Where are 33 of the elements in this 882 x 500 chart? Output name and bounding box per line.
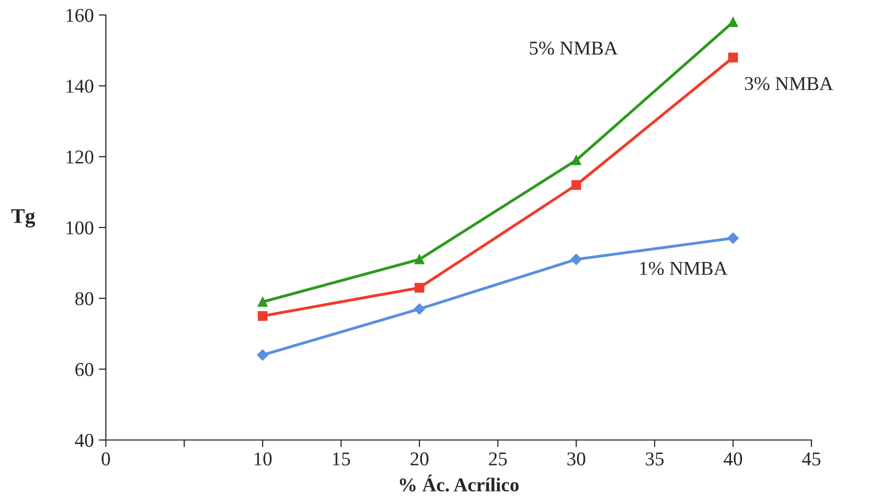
x-tick-label: 20	[410, 452, 428, 466]
y-tick-label: 140	[66, 80, 94, 93]
text: 5% NMBA	[530, 42, 618, 55]
x-tick-label: 25	[488, 452, 507, 466]
y-tick-label: 120	[66, 150, 94, 164]
point	[258, 311, 268, 321]
series-label: 3% NMBA	[745, 77, 834, 90]
x-axis-title: % Ác. Acrílico	[400, 474, 519, 492]
y-tick-label: 80	[75, 292, 94, 306]
point	[414, 303, 426, 315]
y-tick-label: 160	[66, 8, 94, 22]
x-tick-label: 40	[724, 452, 742, 466]
point	[414, 282, 424, 293]
x-tick-label: 45	[802, 452, 820, 466]
point	[570, 254, 582, 265]
x-tick-label: 35	[646, 452, 664, 466]
x-tick-label: 0	[102, 452, 110, 466]
point	[258, 297, 268, 307]
x-tick-label: 10	[254, 452, 272, 466]
y-tick-label: 60	[75, 362, 94, 376]
x-tick-label: 30	[567, 452, 586, 466]
point	[414, 254, 424, 264]
series-label: 1% NMBA	[640, 262, 728, 275]
point	[571, 155, 582, 166]
y-axis-title: Tg	[11, 209, 36, 228]
point	[257, 349, 268, 361]
point	[727, 232, 739, 244]
point	[571, 180, 582, 190]
x-tick-label: 15	[333, 452, 350, 466]
point	[728, 52, 738, 62]
point	[728, 17, 738, 27]
y-tick-label: 100	[66, 221, 94, 234]
y-tick-label: 40	[74, 434, 94, 447]
